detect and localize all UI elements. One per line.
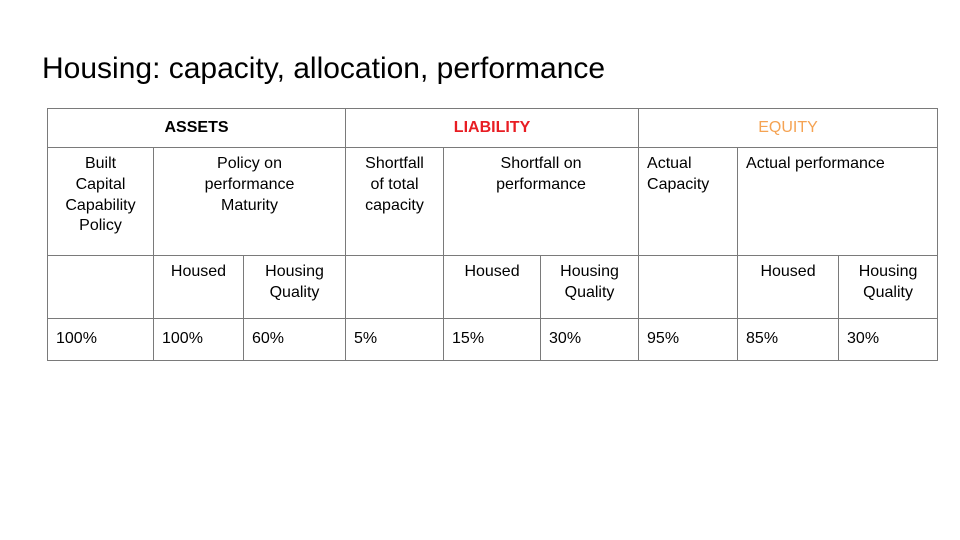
- subheader-empty-equity: [638, 255, 739, 319]
- table-values-row: 100% 100% 60% 5% 15% 30% 95% 85% 30%: [47, 318, 939, 361]
- header-liability: LIABILITY: [345, 108, 640, 148]
- value-actual-housed: 85%: [737, 318, 840, 361]
- category-built-capital-capability-policy: Built Capital Capability Policy: [47, 147, 154, 256]
- category-actual-performance: Actual performance: [737, 147, 939, 256]
- value-shortfall-housing-quality: 30%: [540, 318, 640, 361]
- category-shortfall-of-total-capacity: Shortfall of total capacity: [345, 147, 445, 256]
- slide-title: Housing: capacity, allocation, performan…: [42, 52, 606, 85]
- subheader-empty-assets: [47, 255, 154, 319]
- table-category-row: Built Capital Capability Policy Policy o…: [47, 147, 939, 256]
- table-subheader-row: Housed Housing Quality Housed Housing Qu…: [47, 255, 939, 319]
- subheader-housed-assets: Housed: [153, 255, 244, 319]
- header-equity: EQUITY: [638, 108, 939, 148]
- value-policy-housed: 100%: [153, 318, 244, 361]
- subheader-housing-quality-liability: Housing Quality: [540, 255, 640, 319]
- header-assets: ASSETS: [46, 108, 347, 148]
- subheader-housed-equity: Housed: [737, 255, 840, 319]
- value-policy-housing-quality: 60%: [242, 318, 347, 361]
- value-shortfall-housed: 15%: [443, 318, 542, 361]
- table-header-row: ASSETS LIABILITY EQUITY: [46, 108, 939, 148]
- subheader-empty-liability: [345, 255, 445, 319]
- value-built-capital-policy: 100%: [47, 318, 154, 361]
- value-actual-capacity: 95%: [638, 318, 739, 361]
- housing-table: ASSETS LIABILITY EQUITY Built Capital Ca…: [46, 108, 939, 361]
- category-policy-on-performance-maturity: Policy on performance Maturity: [152, 147, 347, 256]
- value-actual-housing-quality: 30%: [838, 318, 939, 361]
- subheader-housing-quality-equity: Housing Quality: [838, 255, 939, 319]
- category-shortfall-on-performance: Shortfall on performance: [443, 147, 640, 256]
- subheader-housing-quality-assets: Housing Quality: [242, 255, 347, 319]
- subheader-housed-liability: Housed: [443, 255, 542, 319]
- category-actual-capacity: Actual Capacity: [638, 147, 739, 256]
- value-shortfall-total-capacity: 5%: [345, 318, 445, 361]
